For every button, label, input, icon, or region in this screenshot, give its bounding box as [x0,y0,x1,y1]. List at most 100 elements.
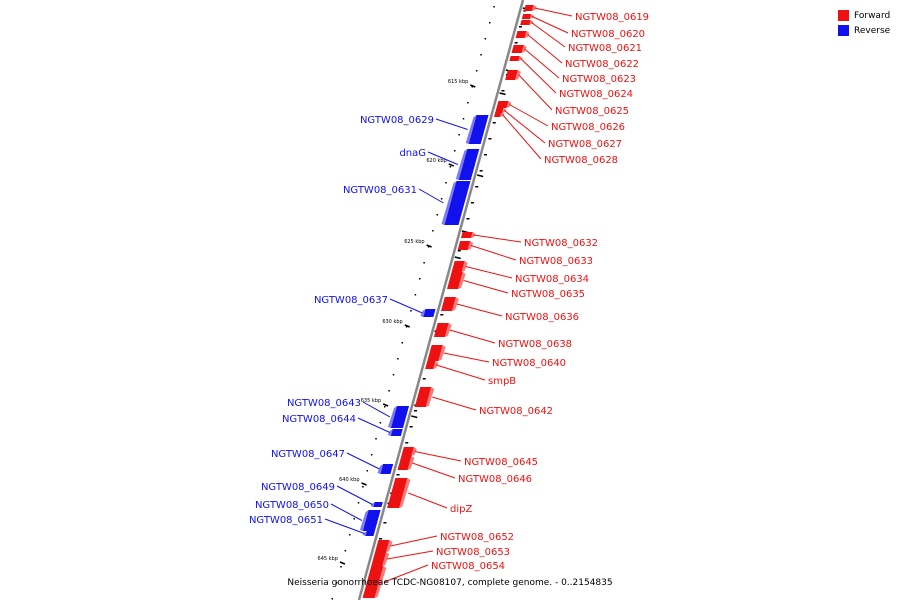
leader-line [408,492,448,509]
gene-label-forward: NGTW08_0635 [511,289,585,300]
minor-tick [409,426,413,428]
forward-gene-shade [407,456,415,470]
minor-tick [484,38,487,40]
gene-label-forward: NGTW08_0626 [551,122,625,133]
forward-gene-shade [467,241,474,250]
minor-tick [388,390,390,392]
minor-tick [466,218,470,220]
gene-label-reverse: NGTW08_0650 [255,500,329,511]
forward-gene-body [523,5,534,11]
minor-tick [353,518,355,520]
reverse-gene-shade [370,502,375,507]
leader-line [463,280,509,294]
leader-line [470,245,517,261]
forward-gene [494,112,505,117]
legend-item-forward: Forward [838,8,890,23]
tick-label: 645 kbp [318,556,338,562]
genome-axis [357,0,525,600]
reverse-gene-body [444,181,471,225]
reverse-gene-body [365,531,375,536]
tick-mark [426,244,432,248]
forward-gene-shade [515,70,521,80]
forward-gene [401,447,417,456]
reverse-swatch [838,25,849,36]
gene-label-forward: NGTW08_0653 [436,547,510,558]
forward-gene-shade [438,345,446,361]
minor-tick [492,122,496,124]
leader-line [524,48,560,79]
tick-label: 615 kbp [448,79,468,85]
gene-label-forward: NGTW08_0623 [562,74,636,85]
gene-label-forward: NGTW08_0619 [575,12,649,23]
leader-line [531,16,569,34]
reverse-gene-shade [377,464,384,474]
forward-gene-body [427,345,443,361]
gene-label-forward: NGTW08_0652 [440,532,514,543]
forward-gene-body [397,456,412,470]
gene-label-reverse: NGTW08_0637 [314,295,388,306]
gene-label-forward: NGTW08_0620 [571,29,645,40]
gene-label-forward: NGTW08_0646 [458,474,532,485]
minor-tick [401,342,404,344]
forward-gene [397,456,415,470]
minor-tick [383,522,387,524]
minor-tick [357,502,360,504]
minor-tick [366,470,369,472]
minor-tick [419,278,421,280]
forward-gene-body [433,323,449,337]
gene-label-forward: NGTW08_0634 [515,274,589,285]
minor-tick [379,422,382,424]
tick-mark [382,403,389,407]
forward-gene-body [362,566,384,598]
reverse-gene [387,429,403,436]
forward-gene [451,261,468,272]
gene-label-reverse: NGTW08_0629 [360,115,434,126]
gene-label-forward: NGTW08_0633 [519,256,593,267]
minor-tick [449,166,452,168]
minor-tick [445,182,447,184]
leader-line [435,118,468,130]
reverse-gene [465,115,489,144]
forward-gene-shade [425,387,435,407]
forward-gene-shade [386,540,393,552]
gene-label-reverse: NGTW08_0643 [287,398,361,409]
minor-tick [427,246,430,248]
forward-gene [495,108,507,113]
minor-tick [423,262,425,264]
forward-gene-shade [518,56,523,61]
forward-gene-shade [374,566,387,598]
forward-gene [447,272,466,289]
leader-line [520,58,557,94]
reverse-gene-body [458,149,480,180]
minor-tick [476,174,484,178]
forward-gene [362,566,387,598]
minor-tick [370,454,373,456]
forward-gene-body [414,387,432,407]
reverse-gene [420,309,436,317]
gene-label-reverse: NGTW08_0647 [271,449,345,460]
leader-line [449,329,496,344]
minor-tick [471,86,473,88]
forward-gene [515,31,530,38]
leader-line [527,34,563,64]
forward-gene [509,56,523,61]
reverse-gene-body [373,502,383,507]
reverse-gene-shade [420,309,426,317]
minor-tick [475,70,478,72]
forward-gene-shade [382,552,390,566]
minor-tick [462,118,465,120]
forward-gene [460,232,476,238]
leader-line [330,503,363,521]
leader-line [443,352,490,363]
gene-label-forward: NGTW08_0628 [544,155,618,166]
reverse-gene-shade [387,429,393,436]
leader-line-layer [324,7,573,583]
forward-gene-body [509,56,520,61]
forward-gene [433,323,452,337]
minor-tick [396,474,400,476]
gene-label-forward: NGTW08_0621 [568,43,642,54]
tick-label: 625 kbp [404,239,424,245]
forward-gene-body [457,241,471,250]
gene-label-forward: NGTW08_0624 [559,89,633,100]
leader-line [324,518,365,534]
